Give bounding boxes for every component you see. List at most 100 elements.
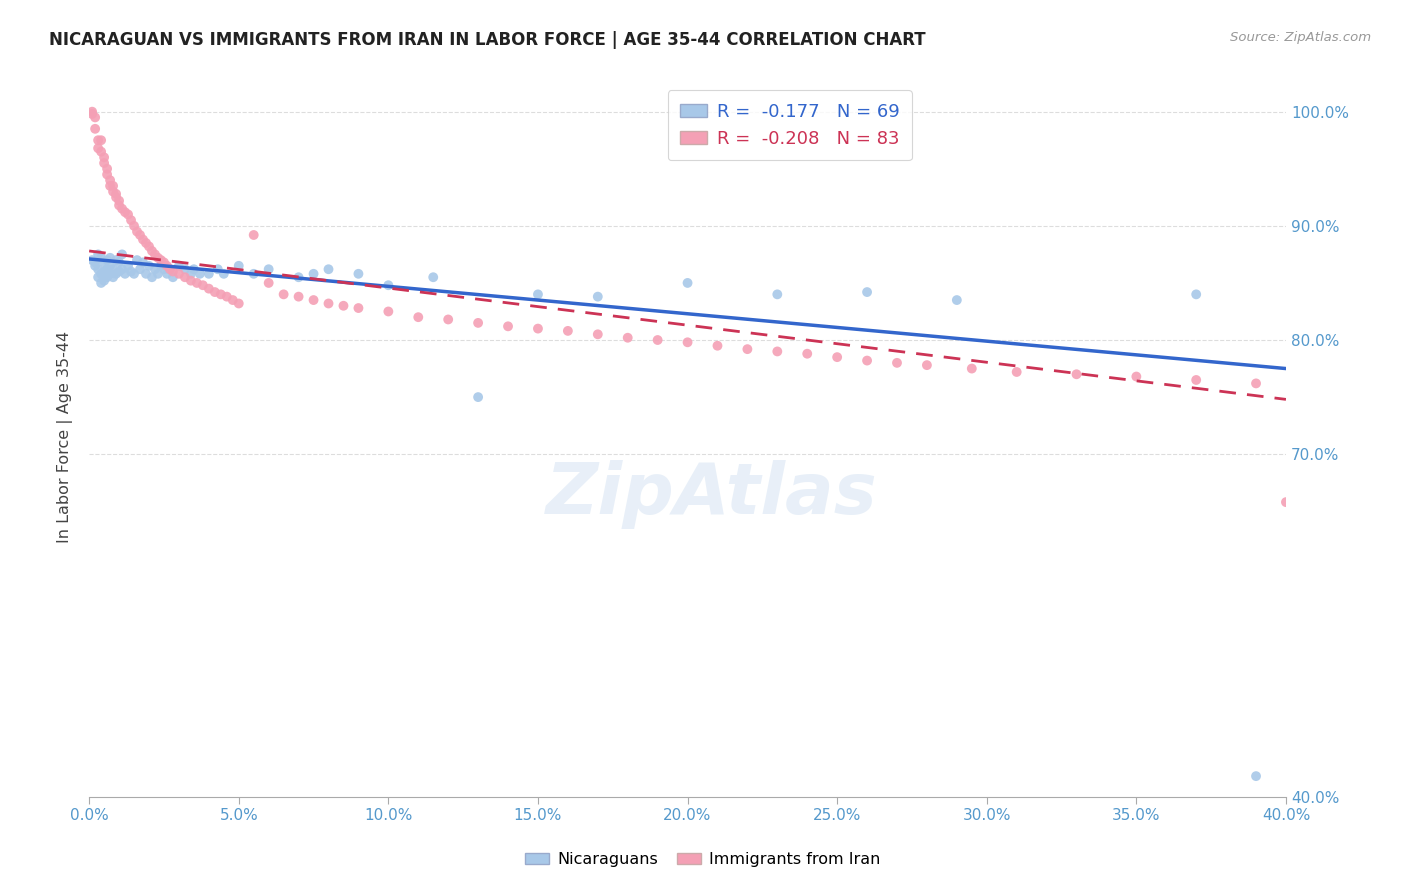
Point [676,335,699,350]
Point [467,390,489,404]
Point [766,344,789,359]
Point [84,259,107,273]
Point [467,316,489,330]
Point [87,270,110,285]
Point [180,267,202,281]
Point [347,301,370,315]
Point [257,262,280,277]
Point [84,111,107,125]
Point [90,251,112,265]
Point [98,178,121,193]
Point [105,190,128,204]
Point [156,259,179,273]
Point [422,270,444,285]
Point [174,270,197,285]
Point [141,244,163,258]
Point [1275,495,1298,509]
Point [146,267,169,281]
Point [93,150,115,164]
Point [117,259,139,273]
Point [90,267,112,281]
Point [796,347,818,361]
Point [117,207,139,221]
Point [188,267,211,281]
Point [856,285,879,299]
Point [287,270,309,285]
Point [162,270,184,285]
Point [96,168,118,182]
Point [93,255,115,269]
Text: NICARAGUAN VS IMMIGRANTS FROM IRAN IN LABOR FORCE | AGE 35-44 CORRELATION CHART: NICARAGUAN VS IMMIGRANTS FROM IRAN IN LA… [49,31,925,49]
Point [153,262,176,277]
Point [1244,376,1267,391]
Point [1244,769,1267,783]
Text: ZipAtlas: ZipAtlas [546,460,877,529]
Point [186,276,208,290]
Point [87,262,110,277]
Point [215,290,238,304]
Point [105,253,128,268]
Point [318,296,340,310]
Point [129,262,152,277]
Point [207,262,229,277]
Point [153,255,176,269]
Point [946,293,969,307]
Point [90,133,112,147]
Point [90,145,112,159]
Point [915,358,938,372]
Point [138,239,160,253]
Point [114,267,136,281]
Point [302,293,325,307]
Point [96,161,118,176]
Point [120,264,142,278]
Point [766,287,789,301]
Point [1005,365,1028,379]
Point [96,262,118,277]
Point [960,361,983,376]
Point [105,267,128,281]
Point [159,262,181,277]
Point [135,235,157,250]
Point [180,274,202,288]
Point [108,264,131,278]
Point [90,276,112,290]
Point [149,259,172,273]
Point [198,282,221,296]
Point [183,262,205,277]
Point [98,267,121,281]
Point [138,259,160,273]
Point [377,278,399,293]
Point [101,270,124,285]
Point [93,156,115,170]
Point [98,259,121,273]
Legend: R =  -0.177   N = 69, R =  -0.208   N = 83: R = -0.177 N = 69, R = -0.208 N = 83 [668,90,912,161]
Point [101,262,124,277]
Point [209,287,232,301]
Point [162,264,184,278]
Point [527,287,550,301]
Point [242,227,264,242]
Point [204,285,226,299]
Point [676,276,699,290]
Point [318,262,340,277]
Point [1185,287,1208,301]
Point [287,290,309,304]
Point [167,259,190,273]
Point [377,304,399,318]
Point [174,262,197,277]
Point [586,290,609,304]
Point [527,321,550,335]
Point [257,276,280,290]
Y-axis label: In Labor Force | Age 35-44: In Labor Force | Age 35-44 [58,331,73,543]
Point [228,296,250,310]
Point [111,247,134,261]
Point [98,251,121,265]
Point [198,267,221,281]
Text: Source: ZipAtlas.com: Source: ZipAtlas.com [1230,31,1371,45]
Point [825,350,848,364]
Point [93,274,115,288]
Point [132,255,155,269]
Point [84,121,107,136]
Point [191,278,214,293]
Point [706,339,728,353]
